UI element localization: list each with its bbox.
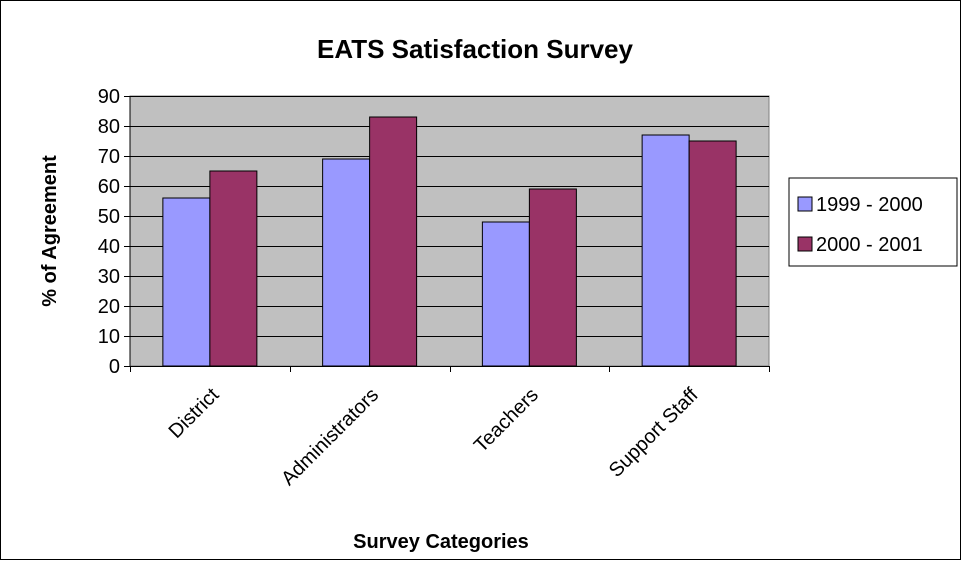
x-axis-title: Survey Categories	[353, 531, 529, 553]
bar-support-staff-1999-2000	[641, 134, 690, 367]
y-axis-title: % of Agreement	[39, 155, 61, 307]
x-tick-label-teachers: Teachers	[470, 384, 543, 457]
axes	[124, 96, 769, 367]
bar-administrators-1999-2000	[322, 158, 371, 367]
legend-box	[788, 177, 958, 267]
legend-swatch-2000-2001	[797, 236, 813, 252]
y-tick-label: 90	[98, 86, 120, 108]
x-tick-label-district: District	[165, 384, 224, 443]
y-tick-labels: 0 10 20 30 40 50 60 70 80 90	[98, 86, 130, 378]
bar-district-2000-2001	[209, 170, 258, 367]
y-tick-label: 10	[98, 326, 120, 348]
bar-district-1999-2000	[162, 197, 211, 367]
chart-title: EATS Satisfaction Survey	[317, 34, 633, 64]
y-tick-label: 60	[98, 176, 120, 198]
y-tick-label: 30	[98, 266, 120, 288]
bars	[162, 116, 737, 367]
legend-label-1999-2000: 1999 - 2000	[816, 194, 923, 216]
y-tick-label: 80	[98, 116, 120, 138]
y-tick-label: 20	[98, 296, 120, 318]
legend-label-2000-2001: 2000 - 2001	[816, 234, 923, 256]
x-tick-label-administrators: Administrators	[277, 384, 383, 490]
x-tick-labels: District Administrators Teachers Support St…	[130, 366, 770, 490]
bar-support-staff-2000-2001	[688, 140, 737, 367]
bar-teachers-2000-2001	[528, 188, 577, 367]
bar-teachers-1999-2000	[481, 221, 530, 367]
y-tick-label: 40	[98, 236, 120, 258]
legend: 1999 - 2000 2000 - 2001	[788, 177, 958, 267]
bar-administrators-2000-2001	[369, 116, 418, 367]
legend-swatch-1999-2000	[797, 196, 813, 212]
y-tick-label: 0	[109, 356, 120, 378]
y-tick-label: 50	[98, 206, 120, 228]
x-tick-label-support-staff: Support Staff	[605, 384, 703, 482]
y-tick-label: 70	[98, 146, 120, 168]
